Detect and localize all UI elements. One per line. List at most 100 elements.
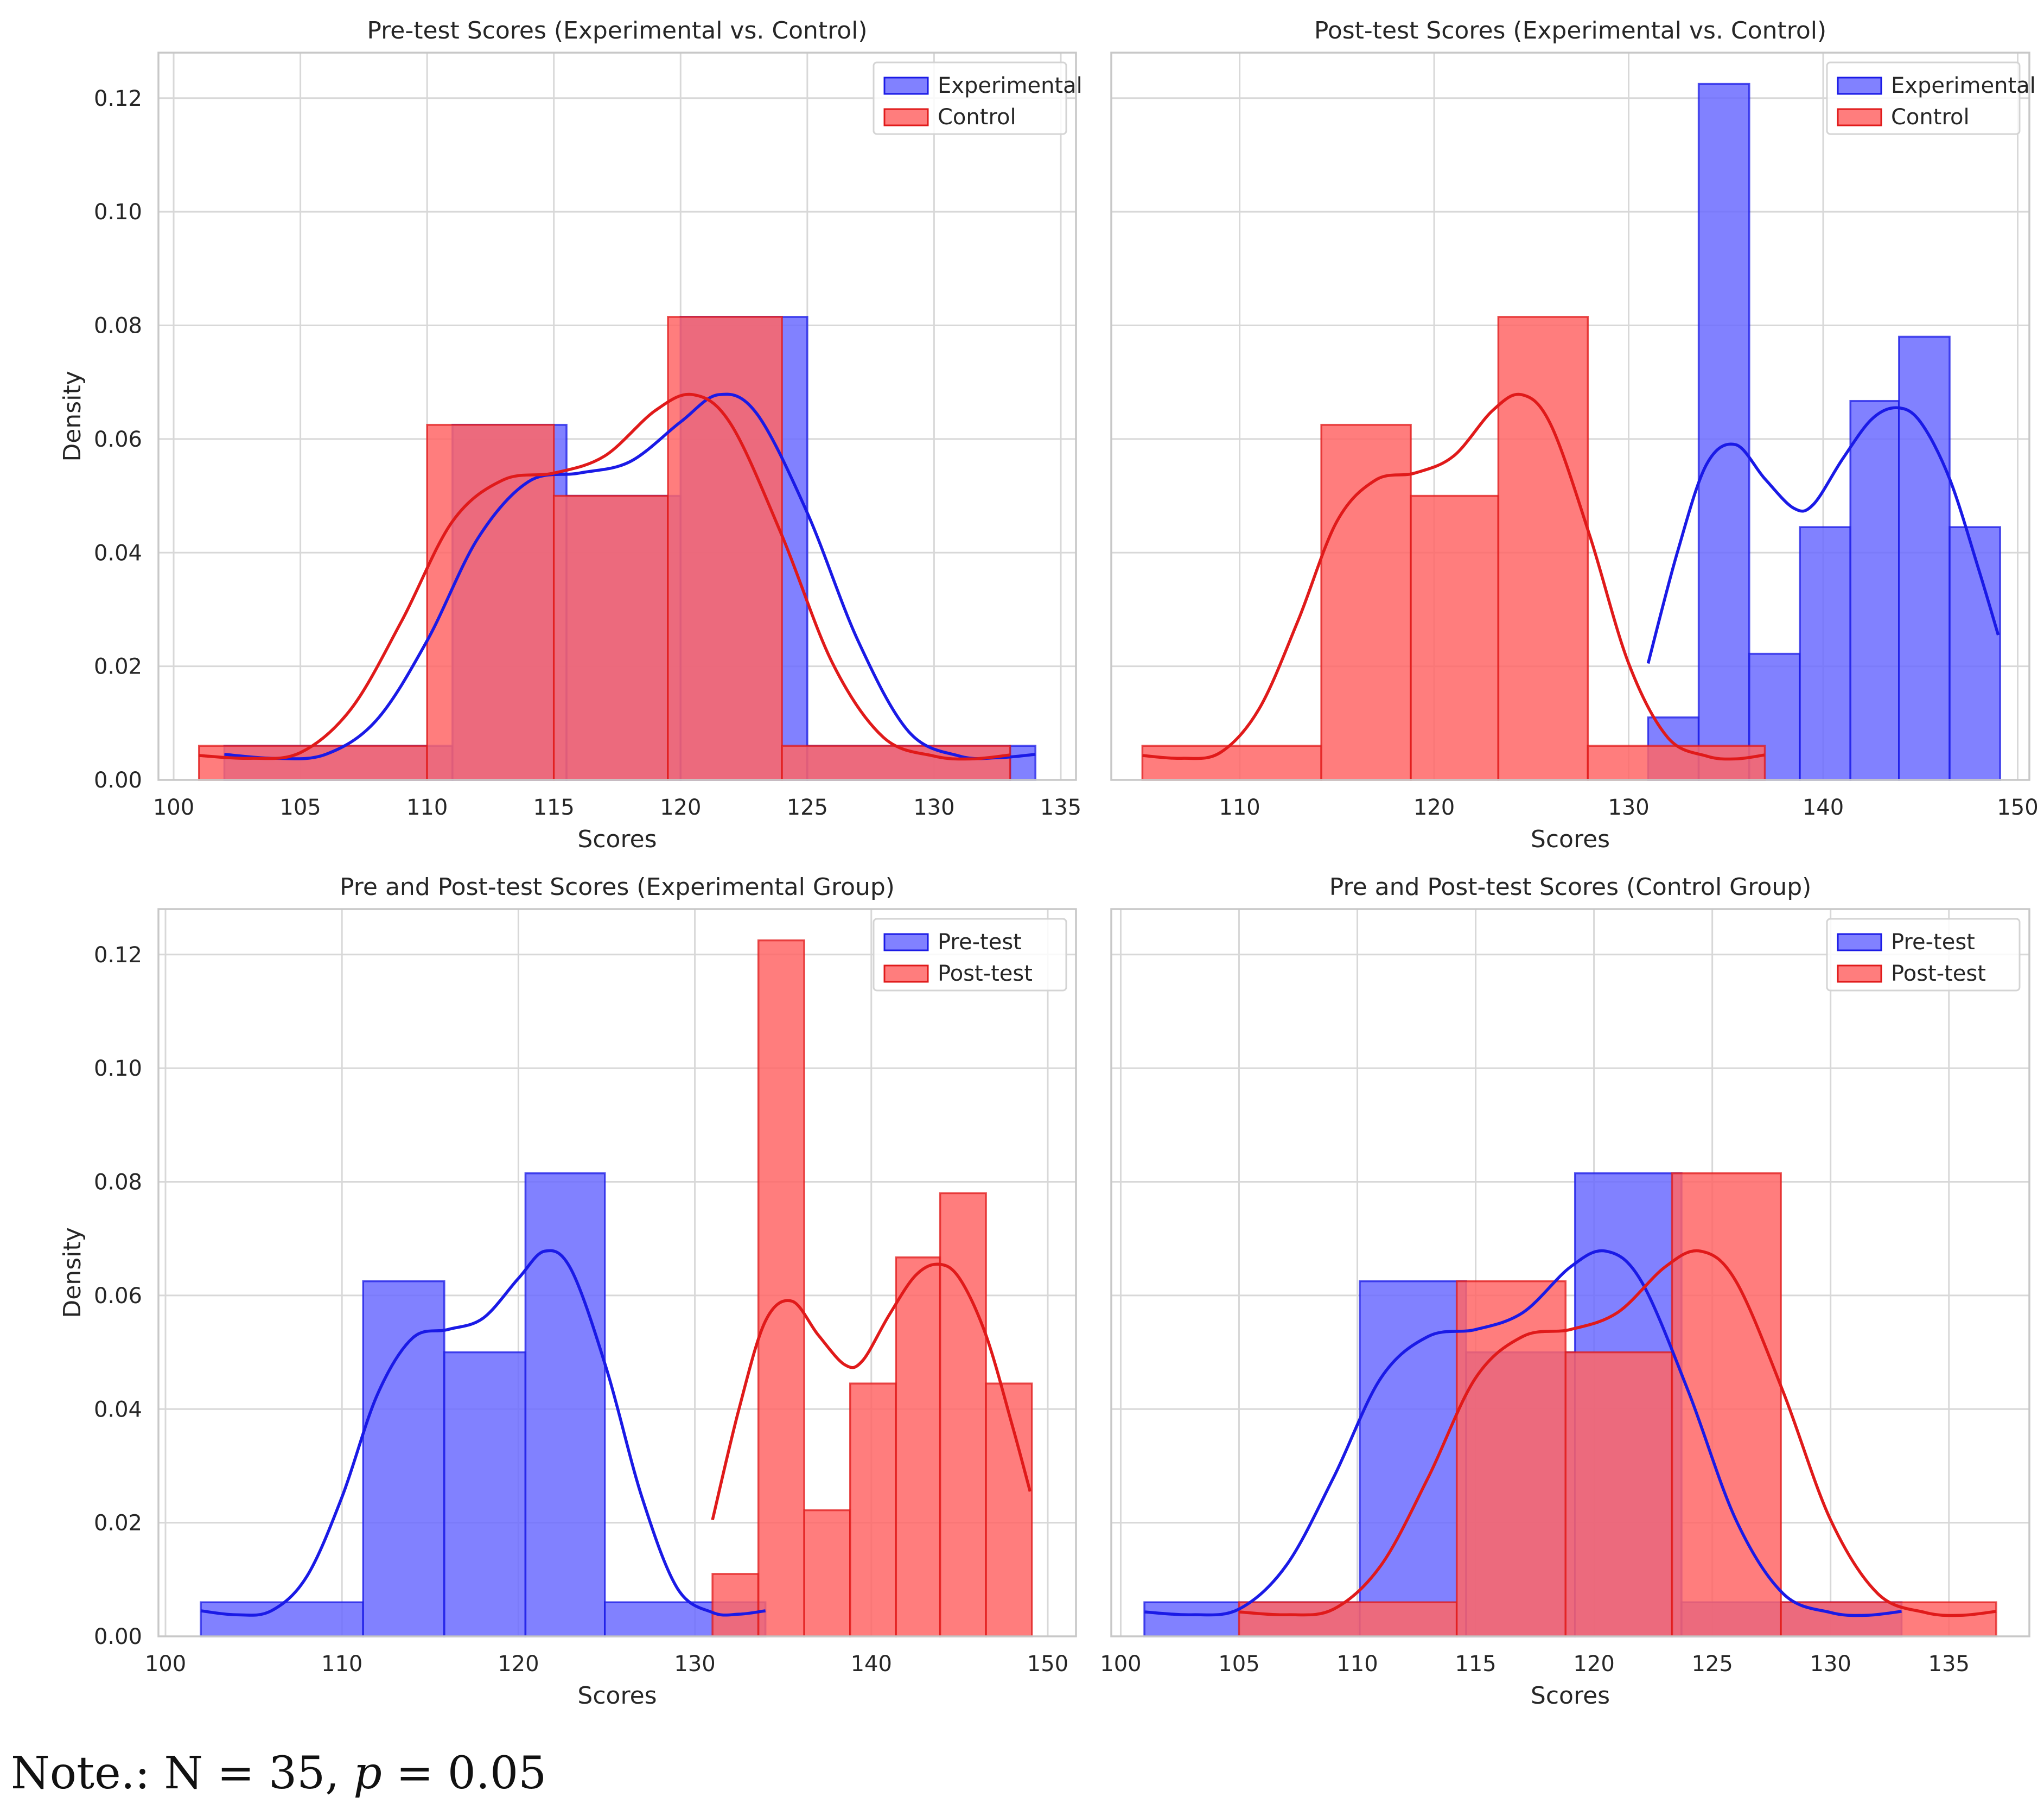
chart-title: Pre-test Scores (Experimental vs. Contro…: [367, 17, 867, 45]
legend-swatch: [1837, 964, 1882, 983]
histogram-bar: [443, 1351, 527, 1637]
legend: Pre-test Post-test: [1826, 918, 2021, 992]
legend-swatch: [1837, 933, 1882, 951]
y-tick-label: 0.04: [94, 1397, 142, 1422]
x-tick-label: 150: [1027, 1652, 1068, 1677]
legend-label: Experimental: [1891, 73, 2036, 98]
y-tick-label: 0.08: [94, 314, 142, 339]
legend-swatch: [883, 964, 929, 983]
x-tick-label: 120: [1413, 795, 1455, 820]
x-tick-label: 100: [1100, 1652, 1141, 1677]
legend-label: Experimental: [938, 73, 1083, 98]
x-tick-label: 140: [851, 1652, 892, 1677]
histogram-bar: [552, 494, 669, 781]
x-tick-label: 130: [1608, 795, 1649, 820]
histogram-bar: [1799, 526, 1851, 781]
x-tick-label: 110: [321, 1652, 362, 1677]
y-tick-label: 0.04: [94, 541, 142, 566]
y-tick-label: 0.00: [94, 768, 142, 793]
legend-label: Post-test: [1891, 961, 1986, 986]
x-tick-label: 120: [498, 1652, 539, 1677]
histogram-bar: [985, 1382, 1033, 1637]
chart-title: Post-test Scores (Experimental vs. Contr…: [1314, 17, 1826, 45]
histogram-bar: [524, 1172, 606, 1637]
kde-curve: [1239, 1249, 1997, 1617]
histogram-bar: [1455, 1280, 1567, 1637]
histogram-bar: [1949, 526, 2001, 781]
x-tick-label: 135: [1928, 1652, 1970, 1677]
x-tick-label: 110: [1336, 1652, 1378, 1677]
legend-label: Control: [1891, 105, 1970, 130]
x-tick-label: 125: [1691, 1652, 1733, 1677]
histogram-bar: [895, 1256, 941, 1637]
legend-label: Pre-test: [1891, 930, 1975, 955]
chart-panel-1: 100 105 110 115 120 125 130 135 0.00 0.02 0.04 0.06…: [59, 17, 1083, 853]
y-axis-label: Density: [59, 371, 86, 461]
x-tick-label: 110: [406, 795, 448, 820]
histogram-bar: [1671, 1172, 1782, 1637]
kde-curve: [711, 1262, 1032, 1521]
chart-panel-2: 110 120 130 140 150 Post-test Scores (Experim…: [1110, 17, 2039, 853]
histogram-bar: [1141, 745, 1322, 781]
legend-label: Pre-test: [938, 930, 1022, 955]
chart-panel-4: 100 105 110 115 120 125 130 135 Pre and Post-tes…: [1100, 873, 2030, 1710]
histogram-bar: [198, 745, 428, 781]
legend-swatch: [883, 77, 929, 95]
x-tick-label: 115: [533, 795, 575, 820]
histogram-bar: [1497, 316, 1589, 781]
histogram-bar: [1359, 1280, 1467, 1637]
y-tick-label: 0.06: [94, 427, 142, 452]
histogram-bar: [1320, 423, 1412, 781]
histogram-bar: [757, 939, 805, 1637]
y-tick-label: 0.12: [94, 86, 142, 111]
legend: Experimental Control: [1826, 61, 2036, 135]
histogram-bar: [1564, 1351, 1673, 1637]
axes-frame: [1110, 52, 2030, 781]
x-tick-label: 115: [1455, 1652, 1496, 1677]
y-axis-label: Density: [59, 1227, 86, 1318]
kde-curve: [1646, 406, 2000, 664]
histogram-bar: [1238, 1601, 1458, 1637]
x-tick-label: 140: [1803, 795, 1844, 820]
x-tick-label: 130: [913, 795, 954, 820]
chart-title: Pre and Post-test Scores (Control Group): [1329, 873, 1812, 901]
legend-label: Control: [938, 105, 1016, 130]
x-tick-label: 120: [660, 795, 701, 820]
legend-swatch: [1837, 77, 1882, 95]
x-tick-label: 105: [279, 795, 321, 820]
chart-panel-3: 100 110 120 130 140 150 0.00 0.02 0.04 0.06 0.08 0.…: [59, 873, 1077, 1710]
note-suffix: = 0.05: [381, 1748, 547, 1799]
x-axis-label: Scores: [1531, 1682, 1610, 1710]
histogram-bar: [1697, 82, 1750, 781]
histogram-bar: [362, 1280, 445, 1637]
histogram-bar: [1587, 745, 1766, 781]
note-prefix: Note.: N = 35,: [11, 1748, 354, 1799]
y-tick-label: 0.02: [94, 1511, 142, 1536]
histogram-bar: [1410, 494, 1500, 781]
legend: Experimental Control: [873, 61, 1083, 135]
legend-label: Post-test: [938, 961, 1033, 986]
x-tick-label: 150: [1997, 795, 2038, 820]
x-tick-label: 125: [787, 795, 828, 820]
legend-swatch: [883, 933, 929, 951]
histogram-bar: [426, 423, 555, 781]
histogram-bar: [1898, 335, 1951, 781]
histogram-bar: [711, 1573, 760, 1637]
y-tick-label: 0.10: [94, 1056, 142, 1081]
legend: Pre-test Post-test: [873, 918, 1067, 992]
x-tick-label: 100: [145, 1652, 186, 1677]
y-tick-label: 0.10: [94, 200, 142, 225]
y-tick-label: 0.08: [94, 1170, 142, 1195]
legend-swatch: [883, 108, 929, 126]
x-tick-label: 130: [1810, 1652, 1851, 1677]
x-tick-label: 105: [1218, 1652, 1259, 1677]
y-tick-label: 0.12: [94, 943, 142, 968]
x-axis-label: Scores: [1531, 826, 1610, 853]
note-p-symbol: p: [353, 1748, 382, 1799]
x-axis-label: Scores: [577, 1682, 657, 1710]
kde-curve: [1142, 392, 1765, 761]
histogram-bar: [803, 1509, 851, 1637]
chart-title: Pre and Post-test Scores (Experimental G…: [340, 873, 895, 901]
y-tick-label: 0.06: [94, 1284, 142, 1309]
